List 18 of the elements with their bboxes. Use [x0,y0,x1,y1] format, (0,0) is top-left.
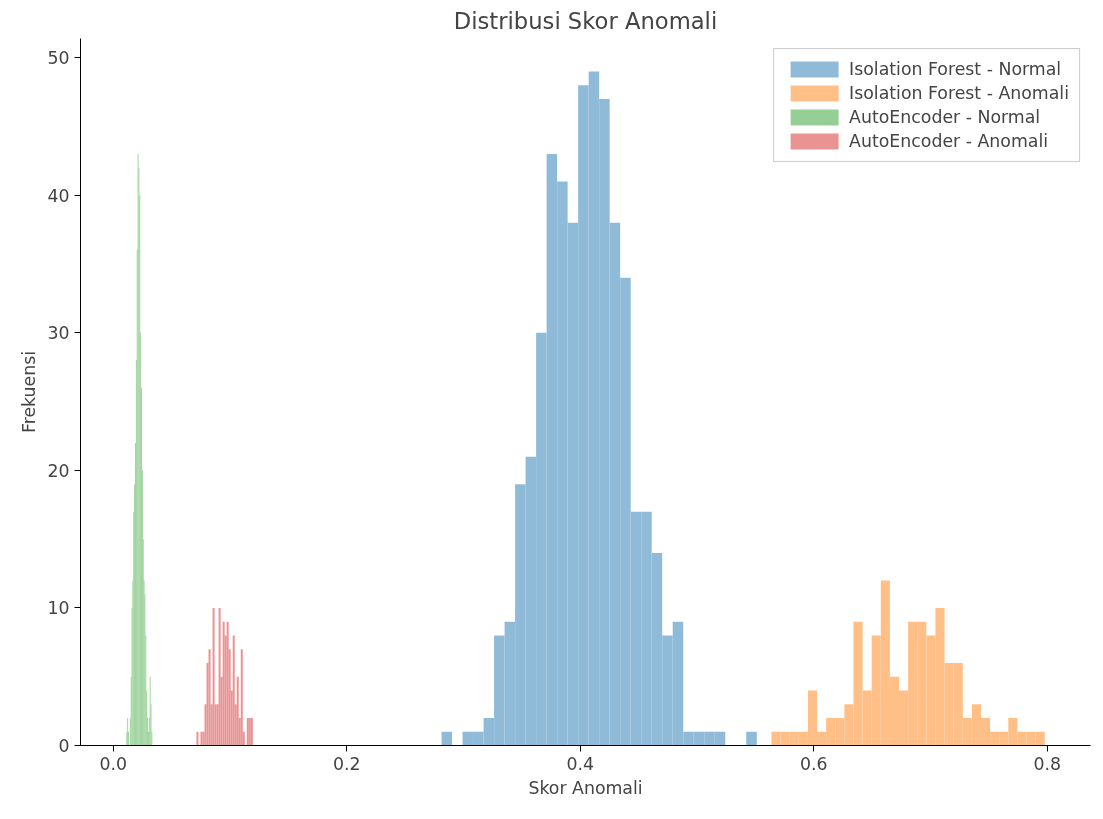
x-tick-label: 0.0 [99,753,127,774]
y-tick-label: 10 [47,598,70,619]
legend-label: AutoEncoder - Anomali [849,131,1049,151]
x-axis-title: Skor Anomali [528,777,643,798]
legend-label: AutoEncoder - Normal [849,107,1041,127]
x-tick-label: 0.4 [566,753,595,774]
legend-label: Isolation Forest - Normal [849,59,1062,79]
y-axis-title: Frekuensi [19,350,40,434]
y-tick-label: 50 [47,48,70,69]
y-tick-label: 30 [47,323,70,344]
x-tick-label: 0.2 [332,753,361,774]
x-tick-label: 0.8 [1033,753,1062,774]
chart-title: Distribusi Skor Anomali [453,7,718,34]
legend-label: Isolation Forest - Anomali [849,83,1069,103]
y-tick-label: 40 [47,185,70,206]
y-tick-label: 20 [47,460,70,481]
x-tick-label: 0.6 [799,753,828,774]
y-tick-label: 0 [58,736,70,756]
